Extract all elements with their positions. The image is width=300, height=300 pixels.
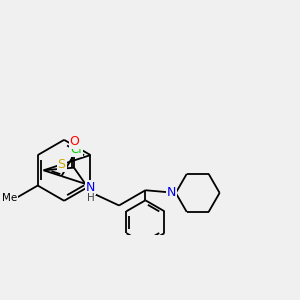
Text: Me: Me bbox=[2, 194, 17, 203]
Text: N: N bbox=[167, 186, 176, 200]
Text: N: N bbox=[86, 182, 95, 194]
Text: H: H bbox=[87, 194, 94, 203]
Text: S: S bbox=[58, 158, 65, 171]
Text: O: O bbox=[70, 135, 80, 148]
Text: Cl: Cl bbox=[70, 143, 82, 156]
